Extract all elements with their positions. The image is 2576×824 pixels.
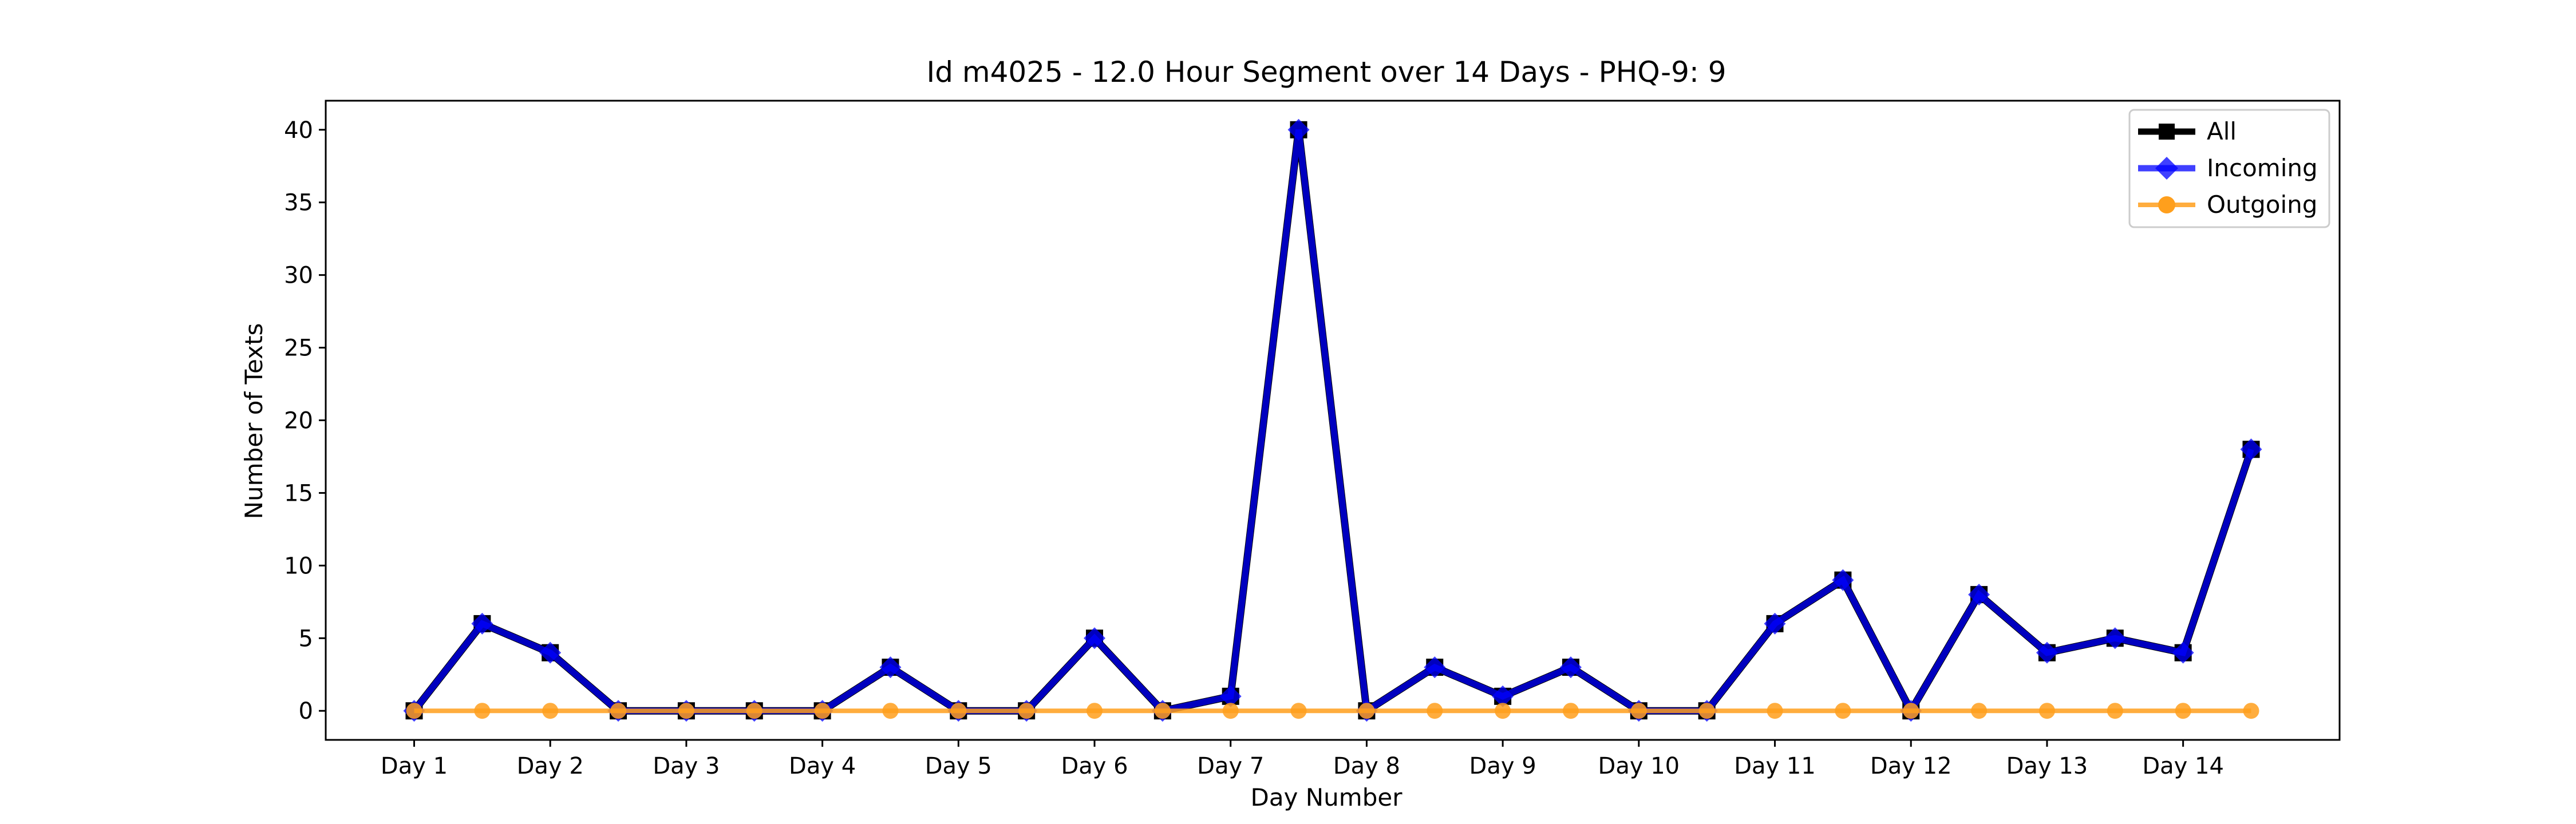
chart-title: Id m4025 - 12.0 Hour Segment over 14 Day… <box>926 56 1726 89</box>
x-tick-label: Day 1 <box>381 753 448 779</box>
data-point-outgoing <box>1290 703 1307 719</box>
x-tick-label: Day 13 <box>2006 753 2088 779</box>
data-point-outgoing <box>1971 703 1988 719</box>
data-point-outgoing <box>1427 703 1443 719</box>
y-tick-label: 40 <box>284 117 313 144</box>
y-tick-label: 30 <box>284 263 313 289</box>
data-point-outgoing <box>1630 703 1647 719</box>
series-outgoing <box>406 703 2259 719</box>
data-point-outgoing <box>1154 703 1171 719</box>
x-tick-label: Day 7 <box>1197 753 1264 779</box>
data-point-outgoing <box>1835 703 1851 719</box>
legend-marker-incoming <box>2155 157 2178 180</box>
x-tick-label: Day 10 <box>1598 753 1680 779</box>
data-point-incoming <box>1559 656 1582 679</box>
x-tick-label: Day 14 <box>2142 753 2224 779</box>
y-tick-label: 25 <box>284 335 313 362</box>
legend-label-outgoing: Outgoing <box>2207 191 2317 219</box>
data-point-incoming <box>2240 438 2262 461</box>
data-point-incoming <box>1287 118 1310 141</box>
legend-frame <box>2128 109 2330 228</box>
series-line-incoming <box>412 129 2254 718</box>
data-point-outgoing <box>542 703 559 719</box>
y-tick-label: 5 <box>299 625 313 652</box>
series-layer <box>403 118 2262 722</box>
data-point-outgoing <box>1018 703 1035 719</box>
data-point-incoming <box>1084 627 1106 649</box>
data-point-outgoing <box>1358 703 1375 719</box>
x-tick-label: Day 9 <box>1469 753 1536 779</box>
x-tick-label: Day 12 <box>1870 753 1952 779</box>
legend-entry-outgoing: Outgoing <box>2138 191 2317 219</box>
data-point-incoming <box>879 656 902 679</box>
data-point-outgoing <box>2175 703 2191 719</box>
data-point-outgoing <box>1222 703 1239 719</box>
legend-marker-all <box>2159 124 2175 140</box>
data-point-incoming <box>2172 641 2194 664</box>
data-point-outgoing <box>1767 703 1783 719</box>
data-point-outgoing <box>882 703 899 719</box>
data-point-incoming <box>1492 685 1514 707</box>
data-point-incoming <box>2104 627 2126 649</box>
data-point-outgoing <box>950 703 967 719</box>
y-tick-label: 0 <box>299 698 313 724</box>
data-point-outgoing <box>814 703 831 719</box>
x-tick-label: Day 6 <box>1061 753 1128 779</box>
x-tick-label: Day 5 <box>925 753 992 779</box>
legend-label-incoming: Incoming <box>2207 154 2318 182</box>
data-point-incoming <box>1764 612 1786 635</box>
y-tick-label: 20 <box>284 408 313 434</box>
data-point-outgoing <box>474 703 491 719</box>
data-point-outgoing <box>746 703 762 719</box>
data-point-outgoing <box>1562 703 1579 719</box>
data-point-incoming <box>1832 569 1854 591</box>
data-point-outgoing <box>1495 703 1511 719</box>
data-point-outgoing <box>2038 703 2055 719</box>
x-tick-label: Day 3 <box>653 753 720 779</box>
data-point-incoming <box>1219 685 1242 707</box>
x-tick-label: Day 8 <box>1333 753 1400 779</box>
data-point-incoming <box>471 612 493 635</box>
legend-marker-outgoing <box>2158 196 2175 213</box>
data-point-incoming <box>1424 656 1446 679</box>
legend-entry-all: All <box>2138 117 2237 145</box>
data-point-outgoing <box>2243 703 2259 719</box>
y-tick-label: 15 <box>284 480 313 506</box>
data-point-outgoing <box>406 703 422 719</box>
y-axis: 0 5 10 15 20 25 30 35 40 <box>284 117 326 724</box>
data-point-incoming <box>1968 584 1990 606</box>
data-point-incoming <box>2036 641 2058 664</box>
x-tick-label: Day 2 <box>517 753 584 779</box>
x-axis: Day 1 Day 2 Day 3 Day 4 Day 5 Day 6 Day 7 Day 8… <box>381 740 2224 779</box>
data-point-outgoing <box>610 703 627 719</box>
data-point-outgoing <box>1698 703 1715 719</box>
x-axis-title: Day Number <box>1250 783 1402 811</box>
y-axis-title: Number of Texts <box>240 323 268 520</box>
data-point-outgoing <box>678 703 694 719</box>
x-tick-label: Day 4 <box>789 753 856 779</box>
plot-area <box>325 100 2341 741</box>
data-point-outgoing <box>2107 703 2123 719</box>
y-tick-label: 10 <box>284 553 313 579</box>
data-point-outgoing <box>1086 703 1103 719</box>
data-point-incoming <box>539 641 562 664</box>
data-point-outgoing <box>1903 703 1919 719</box>
legend-label-all: All <box>2207 117 2237 145</box>
series-incoming <box>403 118 2262 722</box>
x-tick-label: Day 11 <box>1734 753 1816 779</box>
y-tick-label: 35 <box>284 190 313 216</box>
legend-entry-incoming: Incoming <box>2138 154 2318 182</box>
legend: All Incoming Outgoing <box>2128 109 2330 228</box>
